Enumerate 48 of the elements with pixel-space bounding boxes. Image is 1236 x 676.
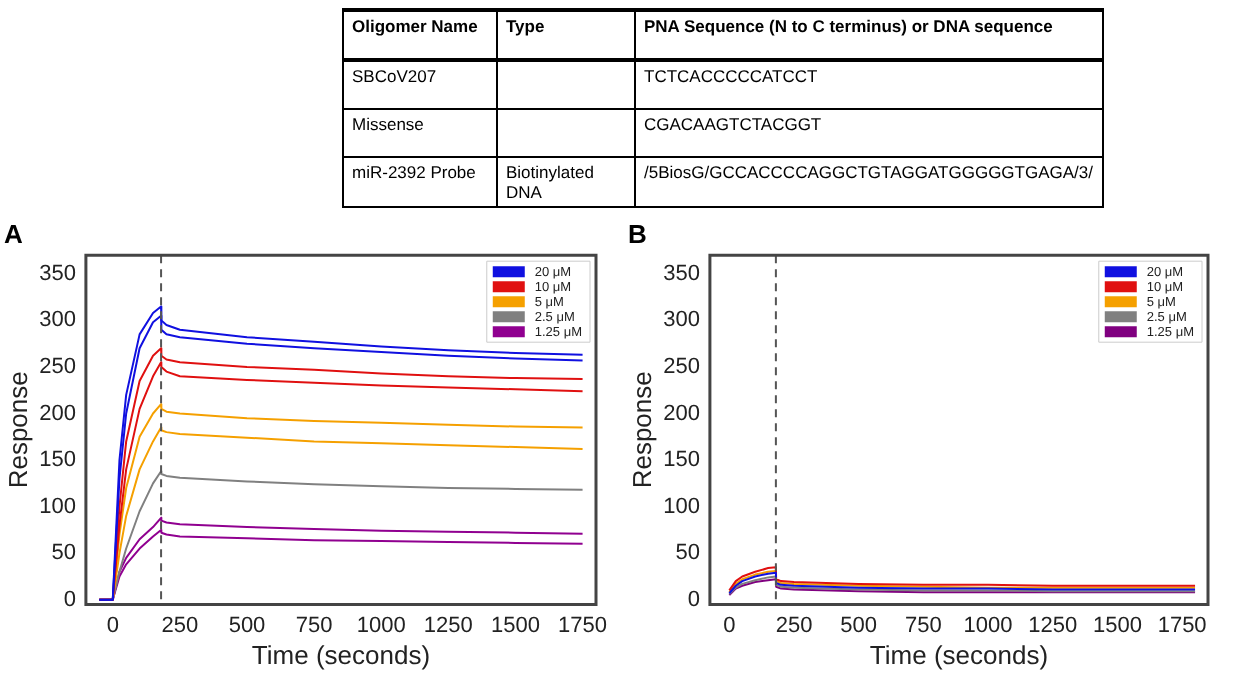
y-tick-label: 100 <box>663 494 700 519</box>
x-tick-label: 500 <box>840 613 878 638</box>
y-tick-label: 200 <box>39 401 76 426</box>
text: Missense <box>343 109 497 157</box>
text: Oligomer Name <box>343 10 497 60</box>
x-tick-label: 0 <box>723 613 736 638</box>
x-tick-label: 1000 <box>963 613 1013 638</box>
text: Biotinylated DNA <box>497 157 635 207</box>
text: miR-2392 Probe <box>343 157 497 207</box>
x-axis-title: Time (seconds) <box>251 639 431 670</box>
x-tick-label: 500 <box>228 613 266 638</box>
y-tick-label: 150 <box>39 448 76 473</box>
x-tick-label: 1500 <box>1092 613 1142 638</box>
y-tick-label: 200 <box>663 401 700 426</box>
x-tick-label: 250 <box>775 613 813 638</box>
text: Type <box>497 10 635 60</box>
text: /5BiosG/GCCACCCCAGGCTGTAGGATGGGGGTGAGA/3/ <box>635 157 1102 207</box>
x-tick-label: 750 <box>295 613 333 638</box>
y-tick-label: 0 <box>687 587 700 612</box>
y-tick-label: 300 <box>663 308 700 333</box>
chart-title: A <box>4 218 24 249</box>
text: TCTCACCCCCATCCT <box>635 60 1102 109</box>
x-axis-title: Time (seconds) <box>869 639 1049 670</box>
x-tick-label: 1500 <box>490 613 540 638</box>
y-tick-label: 350 <box>663 261 700 286</box>
y-tick-label: 250 <box>663 355 700 380</box>
y-tick-label: 150 <box>663 448 700 473</box>
text: SBCoV207 <box>343 60 497 109</box>
y-tick-label: 250 <box>39 355 76 380</box>
y-axis-title: Response <box>626 371 657 489</box>
x-tick-label: 1250 <box>1028 613 1078 638</box>
y-tick-label: 0 <box>63 587 76 612</box>
y-tick-label: 300 <box>39 308 76 333</box>
x-tick-label: 0 <box>106 613 119 638</box>
x-tick-label: 250 <box>161 613 199 638</box>
y-tick-label: 100 <box>39 494 76 519</box>
y-tick-label: 50 <box>675 541 700 566</box>
y-tick-label: 50 <box>51 541 76 566</box>
x-tick-label: 1250 <box>423 613 473 638</box>
y-axis-title: Response <box>2 371 33 489</box>
x-tick-label: 1750 <box>558 613 608 638</box>
y-tick-label: 350 <box>39 261 76 286</box>
x-tick-label: 750 <box>905 613 942 638</box>
text: PNA Sequence (N to C terminus) or DNA sequence <box>635 10 1102 60</box>
x-tick-label: 1750 <box>1157 613 1207 638</box>
x-tick-label: 1000 <box>356 613 406 638</box>
text: CGACAAGTCTACGGT <box>635 109 1102 157</box>
chart-title: B <box>628 218 647 249</box>
